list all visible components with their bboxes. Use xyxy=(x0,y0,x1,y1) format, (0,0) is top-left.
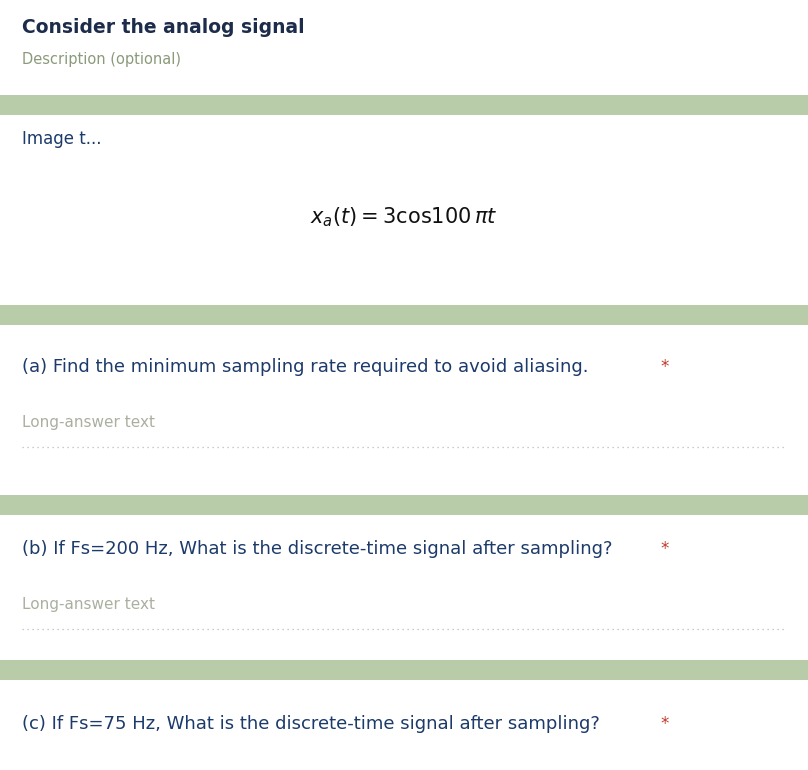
Text: (a) Find the minimum sampling rate required to avoid aliasing.: (a) Find the minimum sampling rate requi… xyxy=(22,358,588,376)
Text: (b) If Fs=200 Hz, What is the discrete-time signal after sampling?: (b) If Fs=200 Hz, What is the discrete-t… xyxy=(22,540,612,558)
Text: Long-answer text: Long-answer text xyxy=(22,415,155,430)
Text: Consider the analog signal: Consider the analog signal xyxy=(22,18,305,37)
Bar xyxy=(0,95,808,115)
Bar xyxy=(0,495,808,515)
Text: *: * xyxy=(660,715,668,733)
Text: $x_a(t) = 3\mathrm{cos}100\,\pi t$: $x_a(t) = 3\mathrm{cos}100\,\pi t$ xyxy=(310,205,498,229)
Text: (c) If Fs=75 Hz, What is the discrete-time signal after sampling?: (c) If Fs=75 Hz, What is the discrete-ti… xyxy=(22,715,600,733)
Text: Description (optional): Description (optional) xyxy=(22,52,181,67)
Text: *: * xyxy=(660,358,668,376)
Text: *: * xyxy=(660,540,668,558)
Text: Image t...: Image t... xyxy=(22,130,102,148)
Bar xyxy=(0,305,808,325)
Bar xyxy=(0,660,808,680)
Text: Long-answer text: Long-answer text xyxy=(22,597,155,612)
Bar xyxy=(0,660,808,680)
